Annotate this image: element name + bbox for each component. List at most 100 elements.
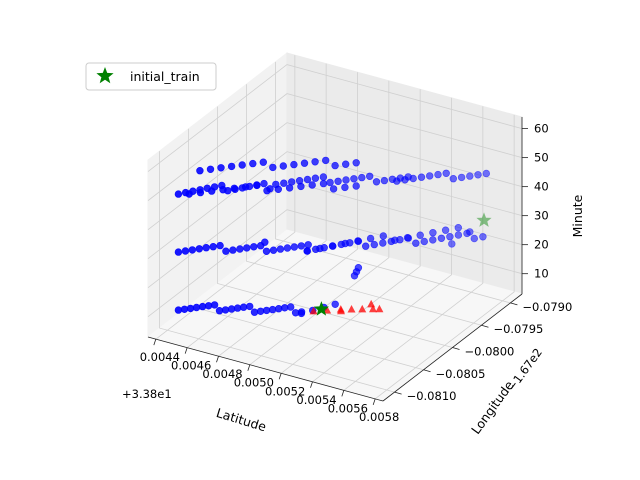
- blue-point: [277, 246, 284, 253]
- x-tick-mark: [185, 348, 187, 354]
- blue-point: [216, 307, 223, 314]
- y-tick-mark: [453, 348, 460, 350]
- blue-point: [402, 176, 409, 183]
- blue-point: [391, 237, 398, 244]
- blue-point: [246, 303, 253, 310]
- blue-point: [208, 188, 215, 195]
- blue-point: [329, 243, 336, 250]
- blue-point: [426, 173, 433, 180]
- x-tick-mark: [217, 356, 219, 362]
- blue-point: [448, 241, 455, 248]
- blue-point: [332, 301, 339, 308]
- blue-point: [287, 304, 294, 311]
- blue-point: [480, 233, 487, 240]
- z-tick-label: 20: [534, 238, 549, 252]
- blue-point: [483, 170, 490, 177]
- blue-point: [181, 306, 188, 313]
- blue-point: [342, 184, 349, 191]
- blue-point: [438, 235, 445, 242]
- blue-point: [458, 174, 465, 181]
- blue-point: [175, 307, 182, 314]
- blue-point: [199, 303, 206, 310]
- blue-point: [275, 186, 282, 193]
- blue-point: [351, 175, 358, 182]
- blue-point: [207, 166, 214, 173]
- blue-point: [421, 238, 428, 245]
- blue-point: [320, 174, 327, 181]
- blue-point: [210, 243, 217, 250]
- blue-point: [230, 247, 237, 254]
- blue-point: [322, 157, 329, 164]
- blue-point: [269, 306, 276, 313]
- blue-point: [443, 170, 450, 177]
- blue-point: [410, 175, 417, 182]
- z-tick-label: 30: [534, 209, 549, 223]
- y-tick-mark: [481, 325, 488, 327]
- x-tick-mark: [311, 382, 313, 388]
- blue-point: [301, 160, 308, 167]
- blue-point: [412, 240, 419, 247]
- blue-point: [275, 305, 282, 312]
- legend-label: initial_train: [130, 69, 200, 84]
- blue-point: [203, 244, 210, 251]
- y-tick-mark: [424, 370, 431, 372]
- x-axis-label: Latitude: [215, 405, 269, 434]
- blue-point: [263, 307, 270, 314]
- blue-point: [261, 180, 268, 187]
- blue-point: [305, 241, 312, 248]
- blue-point: [231, 185, 238, 192]
- blue-point: [239, 162, 246, 169]
- blue-point: [237, 246, 244, 253]
- blue-point: [351, 272, 358, 279]
- blue-point: [263, 248, 270, 255]
- blue-point: [234, 305, 241, 312]
- z-tick-label: 60: [534, 122, 549, 136]
- y-tick-label: −0.0810: [407, 389, 457, 403]
- blue-point: [197, 167, 204, 174]
- blue-point: [261, 239, 268, 246]
- blue-point: [455, 224, 462, 231]
- blue-point: [342, 161, 349, 168]
- blue-point: [355, 238, 362, 245]
- blue-point: [175, 191, 182, 198]
- blue-point: [182, 248, 189, 255]
- blue-point: [362, 243, 369, 250]
- blue-point: [429, 237, 436, 244]
- blue-point: [242, 184, 249, 191]
- blue-point: [291, 244, 298, 251]
- blue-point: [280, 180, 287, 187]
- blue-point: [312, 175, 319, 182]
- blue-point: [393, 178, 400, 185]
- blue-point: [380, 233, 387, 240]
- blue-point: [430, 229, 437, 236]
- blue-point: [367, 235, 374, 242]
- y-tick-mark: [395, 392, 402, 394]
- blue-point: [381, 177, 388, 184]
- blue-point: [327, 179, 334, 186]
- blue-point: [298, 310, 305, 317]
- blue-point: [435, 171, 442, 178]
- blue-point: [475, 171, 482, 178]
- blue-point: [286, 185, 293, 192]
- blue-point: [366, 173, 373, 180]
- blue-point: [251, 309, 258, 316]
- blue-point: [317, 245, 324, 252]
- blue-point: [250, 243, 257, 250]
- blue-point: [220, 186, 227, 193]
- blue-point: [217, 242, 224, 249]
- blue-point: [189, 247, 196, 254]
- blue-point: [298, 243, 305, 250]
- blue-point: [211, 302, 218, 309]
- blue-point: [353, 159, 360, 166]
- blue-point: [193, 304, 200, 311]
- blue-point: [205, 302, 212, 309]
- blue-point: [291, 161, 298, 168]
- blue-point: [447, 233, 454, 240]
- blue-point: [298, 183, 305, 190]
- blue-point: [304, 248, 311, 255]
- y-tick-label: −0.0805: [436, 367, 486, 381]
- blue-point: [269, 164, 276, 171]
- blue-point: [320, 180, 327, 187]
- blue-point: [471, 235, 478, 242]
